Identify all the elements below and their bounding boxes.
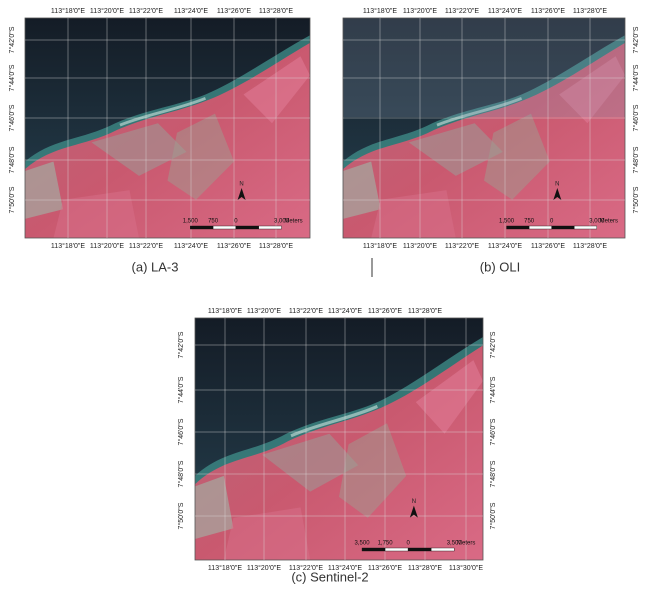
caption: (b) OLI	[480, 259, 520, 274]
scale-label: Meters	[457, 541, 475, 547]
bottom-label: 113°22'0"E	[445, 242, 479, 250]
bottom-label: 113°26'0"E	[368, 564, 402, 572]
scale-label: Meters	[284, 219, 302, 225]
top-label: 113°28'0"E	[408, 307, 442, 315]
right-label: 7°44'0"S	[489, 376, 497, 403]
scale-segment	[236, 226, 259, 229]
left-label: 7°42'0"S	[177, 331, 185, 358]
top-label: 113°26'0"E	[217, 7, 251, 15]
scale-label: 750	[208, 219, 219, 225]
right-label: 7°50'0"S	[632, 186, 640, 213]
top-label: 113°24'0"E	[174, 7, 208, 15]
right-label: 7°42'0"S	[632, 26, 640, 53]
bottom-label: 113°26'0"E	[217, 242, 251, 250]
top-label: 113°24'0"E	[328, 307, 362, 315]
left-label: 7°48'0"S	[8, 146, 16, 173]
bottom-label: 113°28'0"E	[259, 242, 293, 250]
scale-segment	[529, 226, 552, 229]
bottom-label: 113°20'0"E	[247, 564, 281, 572]
haze	[343, 18, 625, 117]
right-label: 7°50'0"S	[489, 502, 497, 529]
scale-label: 750	[524, 219, 535, 225]
right-label: 7°46'0"S	[489, 418, 497, 445]
right-label: 7°48'0"S	[489, 460, 497, 487]
top-label: 113°26'0"E	[368, 307, 402, 315]
bottom-label: 113°24'0"E	[488, 242, 522, 250]
bottom-label: 113°18'0"E	[51, 242, 85, 250]
satellite-image	[195, 318, 483, 560]
bottom-label: 113°20'0"E	[90, 242, 124, 250]
scale-segment	[259, 226, 282, 229]
top-label: 113°28'0"E	[259, 7, 293, 15]
top-label: 113°20'0"E	[247, 307, 281, 315]
top-label: 113°18'0"E	[363, 7, 397, 15]
left-label: 7°44'0"S	[177, 376, 185, 403]
left-label: 7°44'0"S	[8, 64, 16, 91]
scale-label: 1,500	[183, 219, 199, 225]
caption: (c) Sentinel-2	[291, 569, 368, 584]
left-label: 7°50'0"S	[8, 186, 16, 213]
figure: 113°18'0"E 113°20'0"E 113°22'0"E 113°24'0"E…	[0, 0, 651, 589]
scale-segment	[507, 226, 530, 229]
scale-segment	[574, 226, 597, 229]
top-label: 113°28'0"E	[573, 7, 607, 15]
bottom-label: 113°26'0"E	[531, 242, 565, 250]
left-label: 7°46'0"S	[8, 104, 16, 131]
top-label: 113°22'0"E	[129, 7, 163, 15]
north-label: N	[555, 182, 559, 188]
right-label: 7°48'0"S	[632, 146, 640, 173]
scale-segment	[385, 548, 408, 551]
bottom-label: 113°30'0"E	[449, 564, 483, 572]
top-label: 113°22'0"E	[445, 7, 479, 15]
scale-segment	[552, 226, 575, 229]
scale-segment	[408, 548, 431, 551]
bottom-label: 113°20'0"E	[403, 242, 437, 250]
scale-label: 3,500	[355, 541, 371, 547]
left-label: 7°50'0"S	[177, 502, 185, 529]
left-label: 7°42'0"S	[8, 26, 16, 53]
top-label: 113°20'0"E	[403, 7, 437, 15]
top-label: 113°18'0"E	[51, 7, 85, 15]
bottom-label: 113°18'0"E	[208, 564, 242, 572]
scale-segment	[213, 226, 236, 229]
scale-segment	[190, 226, 213, 229]
left-label: 7°48'0"S	[177, 460, 185, 487]
north-label: N	[412, 499, 416, 505]
bottom-label: 113°22'0"E	[129, 242, 163, 250]
scale-segment	[362, 548, 385, 551]
top-label: 113°20'0"E	[90, 7, 124, 15]
bottom-label: 113°24'0"E	[174, 242, 208, 250]
top-label: 113°24'0"E	[488, 7, 522, 15]
scale-label: 1,750	[378, 541, 394, 547]
scale-label: Meters	[600, 219, 618, 225]
right-label: 7°44'0"S	[632, 64, 640, 91]
right-label: 7°42'0"S	[489, 331, 497, 358]
top-label: 113°26'0"E	[531, 7, 565, 15]
caption: (a) LA-3	[132, 259, 179, 274]
bottom-label: 113°18'0"E	[363, 242, 397, 250]
left-label: 7°46'0"S	[177, 418, 185, 445]
top-label: 113°18'0"E	[208, 307, 242, 315]
right-label: 7°46'0"S	[632, 104, 640, 131]
bottom-label: 113°28'0"E	[573, 242, 607, 250]
bottom-label: 113°28'0"E	[408, 564, 442, 572]
scale-label: 1,500	[499, 219, 515, 225]
north-label: N	[239, 182, 243, 188]
scale-segment	[431, 548, 454, 551]
top-label: 113°22'0"E	[289, 307, 323, 315]
